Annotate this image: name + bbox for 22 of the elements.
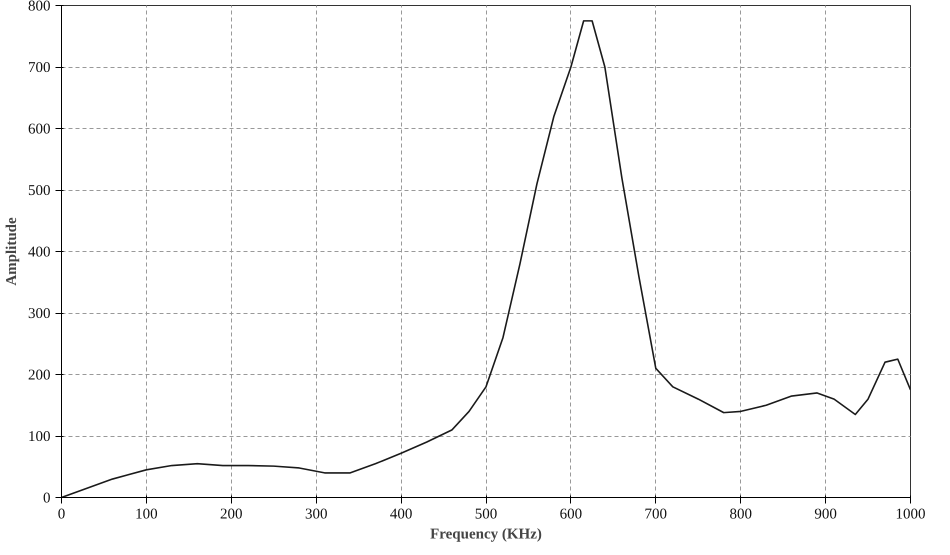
x-tick-label: 0 [58,506,66,522]
y-tick-label: 400 [28,244,50,260]
y-tick-label: 100 [28,429,50,445]
x-tick-label: 400 [390,506,412,522]
y-tick-label: 800 [28,0,50,14]
x-tick-label: 600 [560,506,582,522]
x-tick-label: 900 [814,506,837,522]
x-tick-label: 800 [729,506,752,522]
y-tick-label: 500 [28,183,50,199]
x-tick-label: 100 [135,506,158,522]
y-tick-label: 0 [43,490,50,506]
x-tick-label: 1000 [896,506,926,522]
y-tick-label: 700 [28,60,50,76]
y-tick-label: 300 [28,306,50,322]
x-tick-label: 500 [474,506,498,522]
x-tick-label: 300 [304,506,328,522]
x-tick-label: 200 [220,506,243,522]
y-axis-title: Amplitude [4,216,20,286]
y-tick-label: 600 [28,122,50,138]
x-axis-title: Frequency (KHz) [430,526,542,542]
x-tick-label: 700 [644,506,668,522]
y-tick-label: 200 [28,368,50,384]
